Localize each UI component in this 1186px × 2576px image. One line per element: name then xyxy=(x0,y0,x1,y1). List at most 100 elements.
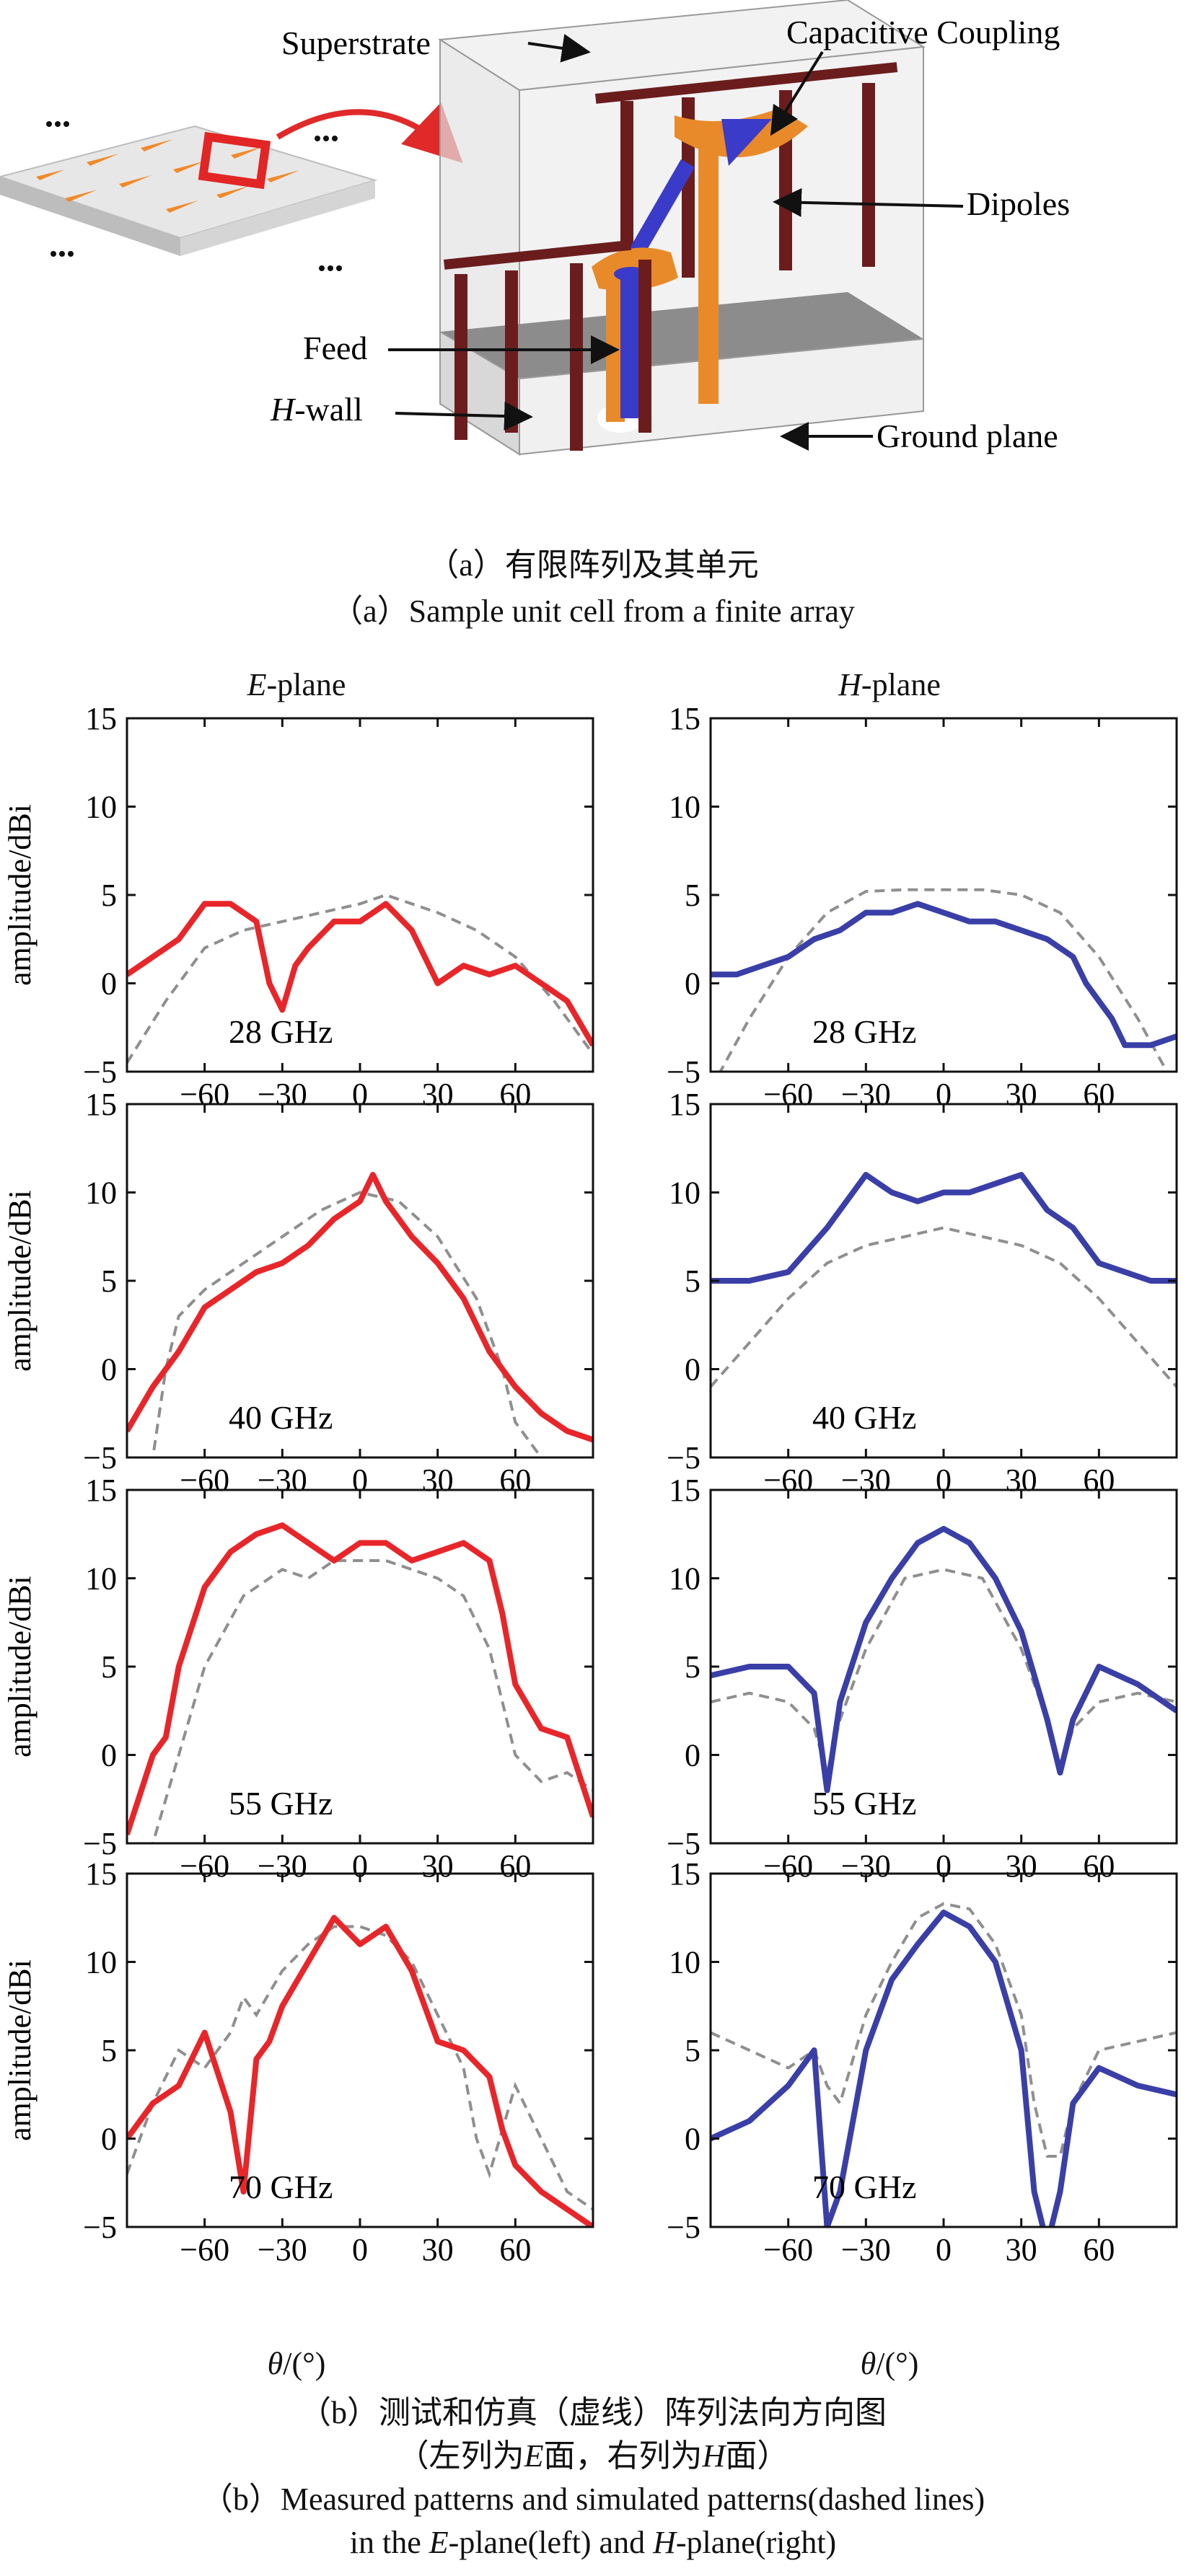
plot-frame xyxy=(126,717,594,1073)
x-tick-label: 30 xyxy=(422,2232,454,2267)
y-tick-label: 5 xyxy=(685,1263,700,1299)
simulated-series-line xyxy=(711,1568,1177,1778)
y-tick-label: 10 xyxy=(85,1945,117,1980)
caption-a-en: （a）Sample unit cell from a finite array xyxy=(331,594,855,629)
frequency-annotation: 55 GHz xyxy=(229,1785,333,1822)
unit-cell-illustration xyxy=(438,0,926,456)
y-tick-label: 0 xyxy=(685,1738,700,1773)
y-tick-label: 10 xyxy=(85,790,117,825)
x-tick-label: −60 xyxy=(180,2232,229,2267)
figure-a: Superstrate Capacitive Coupling Dipoles … xyxy=(0,0,1070,456)
finite-array-illustration xyxy=(0,102,463,271)
plot-frame xyxy=(709,1872,1178,2228)
x-axis-label-right: θ/(°) xyxy=(860,2346,919,2381)
measured-series-line xyxy=(127,1915,593,2227)
simulated-series-line xyxy=(711,1226,1177,1388)
y-tick-label: 0 xyxy=(685,966,700,1002)
x-tick-label: 30 xyxy=(1006,2232,1037,2267)
label-ground-plane: Ground plane xyxy=(877,418,1058,454)
measured-series-line xyxy=(127,1172,593,1443)
y-tick-label: 10 xyxy=(85,1561,117,1597)
y-tick-label: 0 xyxy=(101,966,117,1002)
y-tick-label: 5 xyxy=(101,2033,117,2068)
frequency-annotation: 40 GHz xyxy=(229,1399,333,1436)
y-tick-label: 5 xyxy=(685,1649,700,1685)
y-tick-label: 0 xyxy=(101,2122,117,2157)
y-tick-label: 15 xyxy=(85,1087,117,1122)
simulated-series-line xyxy=(127,893,593,1064)
label-h-wall: H-wall xyxy=(270,391,363,428)
y-axis-label: amplitude/dBi xyxy=(2,1959,38,2141)
caption-b-cn-line1: （b）测试和仿真（虚线）阵列法向方向图 xyxy=(299,2395,887,2430)
measured-series-line xyxy=(711,1525,1177,1794)
y-tick-label: 10 xyxy=(669,790,700,825)
y-tick-label: −5 xyxy=(83,1054,117,1090)
x-tick-label: 0 xyxy=(936,1848,952,1884)
y-tick-label: −5 xyxy=(667,1054,700,1090)
y-tick-label: 10 xyxy=(669,1175,700,1211)
x-tick-label: −30 xyxy=(841,2232,891,2267)
y-tick-label: −5 xyxy=(667,2210,700,2245)
label-superstrate: Superstrate xyxy=(281,25,431,61)
y-tick-label: 5 xyxy=(101,1649,117,1685)
x-tick-label: −60 xyxy=(763,2232,813,2267)
y-tick-label: 0 xyxy=(101,1352,117,1388)
y-tick-label: 10 xyxy=(669,1945,700,1980)
x-axis-label-left: θ/(°) xyxy=(267,2346,326,2381)
caption-b-cn-line2: （左列为E面，右列为H面） xyxy=(397,2438,789,2474)
caption-a-cn: （a）有限阵列及其单元 xyxy=(427,547,759,583)
y-tick-label: −5 xyxy=(667,1826,700,1861)
column-title-h-plane: H-plane xyxy=(838,667,941,702)
y-tick-label: −5 xyxy=(83,2210,117,2245)
frequency-annotation: 40 GHz xyxy=(812,1399,916,1436)
label-feed: Feed xyxy=(303,330,367,366)
y-tick-label: 10 xyxy=(669,1561,700,1597)
x-tick-label: 0 xyxy=(352,2232,368,2267)
measured-series-line xyxy=(127,901,593,1047)
frequency-annotation: 70 GHz xyxy=(812,2169,916,2205)
y-tick-label: 5 xyxy=(685,878,700,913)
y-tick-label: −5 xyxy=(83,1826,117,1861)
label-capacitive-coupling: Capacitive Coupling xyxy=(786,14,1060,50)
chart-panel-e-plane-70-ghz: −5 0 5 10 15 −60 −30 0 30 60 70 GHz amplitude/dBi xyxy=(2,1856,594,2267)
plot-frame xyxy=(126,1103,594,1459)
simulated-series-line xyxy=(127,1925,593,2211)
y-tick-label: −5 xyxy=(83,1440,117,1476)
y-tick-label: 15 xyxy=(85,1473,117,1508)
y-tick-label: 15 xyxy=(669,701,700,736)
caption-b-en-line2: in the E-plane(left) and H-plane(right) xyxy=(349,2525,837,2560)
frequency-annotation: 28 GHz xyxy=(812,1013,916,1050)
frequency-annotation: 55 GHz xyxy=(812,1785,916,1822)
x-tick-label: 0 xyxy=(352,1848,368,1884)
y-tick-label: 15 xyxy=(669,1473,700,1508)
measured-series-line xyxy=(127,1522,593,1836)
y-tick-label: 15 xyxy=(85,1856,117,1892)
plot-frame xyxy=(709,1103,1178,1459)
y-tick-label: 5 xyxy=(101,878,117,913)
measured-series-line xyxy=(711,1172,1177,1284)
y-tick-label: 5 xyxy=(685,2033,700,2068)
x-tick-label: 60 xyxy=(499,2232,531,2267)
y-tick-label: 5 xyxy=(101,1263,117,1299)
plot-frame xyxy=(709,717,1178,1073)
simulated-series-line xyxy=(711,1902,1177,2158)
y-axis-label: amplitude/dBi xyxy=(2,1576,38,1757)
y-axis-label: amplitude/dBi xyxy=(2,804,38,986)
caption-b-en-line1: （b）Measured patterns and simulated patte… xyxy=(201,2482,985,2517)
simulated-series-line xyxy=(151,1191,544,1457)
y-tick-label: −5 xyxy=(667,1440,700,1476)
label-dipoles: Dipoles xyxy=(967,185,1070,222)
y-tick-label: 0 xyxy=(101,1738,117,1773)
chart-panel-h-plane-70-ghz: −5 0 5 10 15 −60 −30 0 30 60 70 GHz xyxy=(667,1856,1178,2267)
measured-series-line xyxy=(711,1909,1177,2227)
x-tick-label: 0 xyxy=(936,2232,952,2267)
simulated-series-line xyxy=(151,1559,593,1843)
x-tick-label: −30 xyxy=(258,2232,307,2267)
y-tick-label: 0 xyxy=(685,2122,700,2157)
